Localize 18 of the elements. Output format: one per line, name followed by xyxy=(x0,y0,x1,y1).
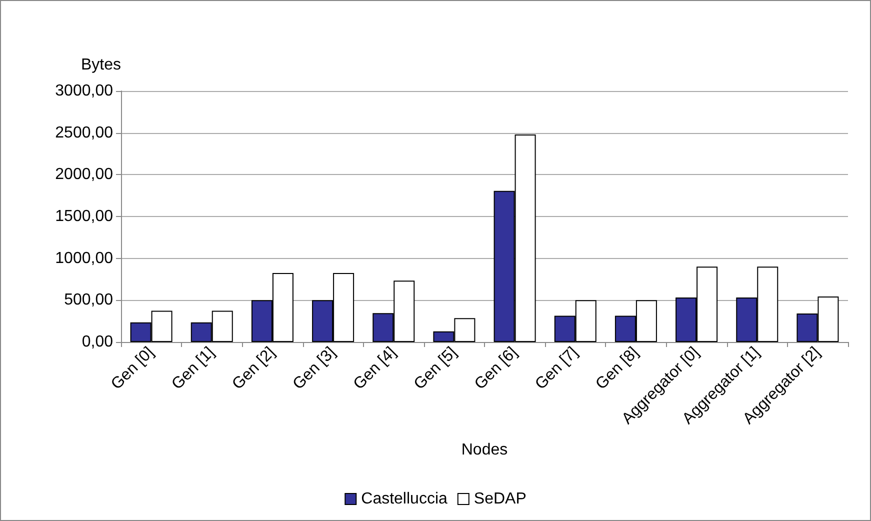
x-tick-label: Gen [4] xyxy=(350,344,400,394)
y-tick-label: 500,00 xyxy=(64,292,114,309)
y-tick-label: 2000,00 xyxy=(55,166,114,184)
y-axis-title: Bytes xyxy=(80,56,121,74)
y-tick-label: 1500,00 xyxy=(55,208,114,225)
y-tick-label: 0,00 xyxy=(82,334,114,350)
legend-label: SeDAP xyxy=(474,490,526,508)
x-axis-title: Nodes xyxy=(461,442,508,458)
legend-label: Castelluccia xyxy=(361,490,448,508)
x-tick-label: Gen [7] xyxy=(532,344,582,394)
y-tick-label: 1000,00 xyxy=(55,250,114,267)
x-tick-label: Gen [5] xyxy=(411,344,460,394)
x-tick-label: Gen [2] xyxy=(229,344,278,394)
x-tick-label: Gen [6] xyxy=(472,344,521,394)
x-tick-label: Gen [1] xyxy=(168,344,218,394)
y-tick-label: 2500,00 xyxy=(55,124,114,142)
y-tick-label: 3000,00 xyxy=(55,82,114,100)
x-tick-label: Gen [3] xyxy=(290,344,340,394)
